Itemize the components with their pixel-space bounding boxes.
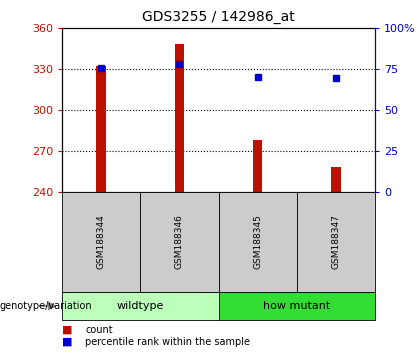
Bar: [331, 167, 341, 192]
Text: genotype/variation: genotype/variation: [0, 301, 93, 311]
Text: count: count: [85, 325, 113, 335]
Bar: [175, 44, 184, 192]
Text: GSM188347: GSM188347: [331, 215, 340, 269]
Text: GSM188345: GSM188345: [253, 215, 262, 269]
Text: GSM188346: GSM188346: [175, 215, 184, 269]
Text: ■: ■: [62, 325, 73, 335]
Bar: [97, 66, 106, 192]
Text: ■: ■: [62, 337, 73, 347]
Bar: [253, 140, 262, 192]
Text: percentile rank within the sample: percentile rank within the sample: [85, 337, 250, 347]
Text: wildtype: wildtype: [117, 301, 164, 311]
Text: GSM188344: GSM188344: [97, 215, 105, 269]
Text: how mutant: how mutant: [263, 301, 331, 311]
Title: GDS3255 / 142986_at: GDS3255 / 142986_at: [142, 10, 295, 24]
